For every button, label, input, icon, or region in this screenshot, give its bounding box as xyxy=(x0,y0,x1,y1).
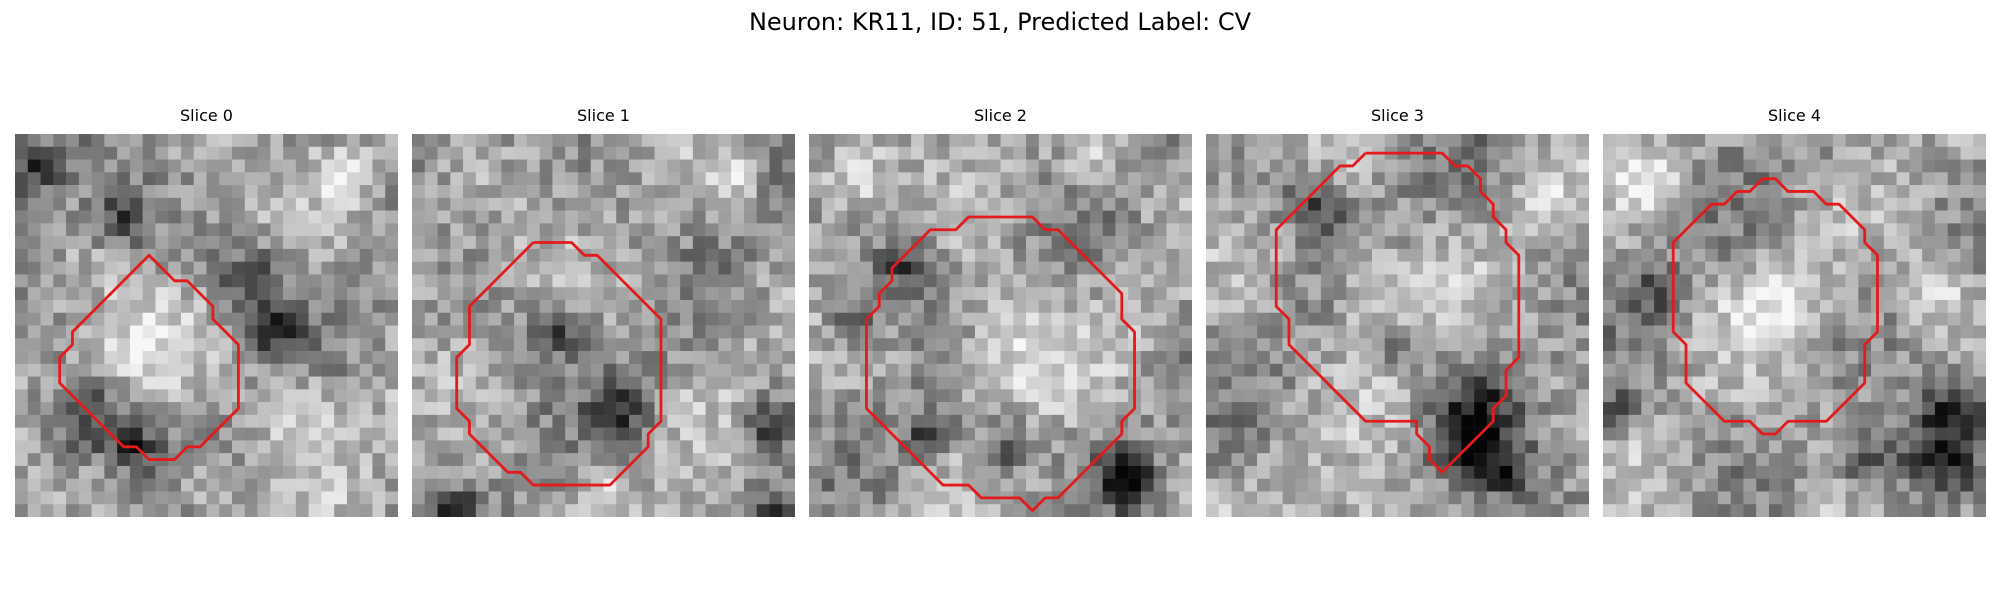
slice-image xyxy=(809,134,1192,517)
pixel-grid xyxy=(15,134,398,517)
contour-outline xyxy=(455,241,663,487)
pixel-grid xyxy=(1603,134,1986,517)
contour-outline xyxy=(1671,177,1879,436)
contour-outline xyxy=(1274,151,1521,474)
contour-outline xyxy=(58,253,240,461)
slice-title: Slice 0 xyxy=(180,106,233,125)
contour-outline xyxy=(865,215,1136,513)
figure-title: Neuron: KR11, ID: 51, Predicted Label: C… xyxy=(748,8,1252,36)
slice-title: Slice 2 xyxy=(974,106,1027,125)
pixel-grid xyxy=(1206,134,1589,517)
slice-image xyxy=(1603,134,1986,517)
slice-title: Slice 4 xyxy=(1768,106,1821,125)
slice-image xyxy=(412,134,795,517)
slice-image xyxy=(15,134,398,517)
pixel-grid xyxy=(809,134,1192,517)
slice-title: Slice 1 xyxy=(577,106,630,125)
pixel-grid xyxy=(412,134,795,517)
slice-title: Slice 3 xyxy=(1371,106,1424,125)
slice-image xyxy=(1206,134,1589,517)
